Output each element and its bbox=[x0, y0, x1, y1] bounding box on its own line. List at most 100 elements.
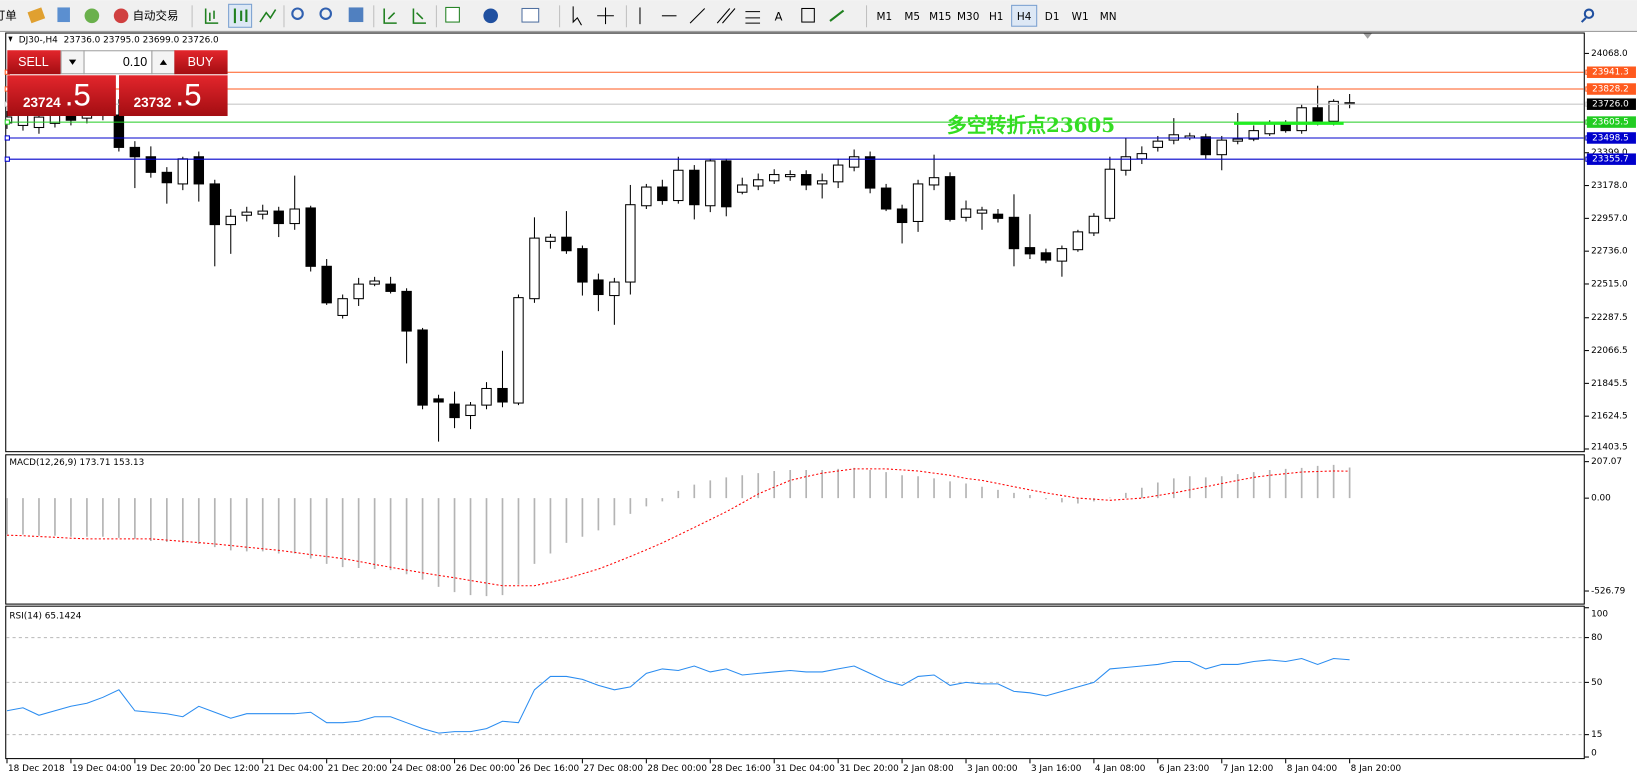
level-label: 23828.2 bbox=[1592, 85, 1629, 95]
candle-body bbox=[896, 208, 908, 224]
candle-body bbox=[928, 177, 940, 186]
trade-panel: SELL 0.10 BUY 23724 .5 23732 .5 bbox=[7, 50, 228, 117]
buy-button[interactable] bbox=[174, 50, 228, 75]
timeframe-button[interactable]: M5 bbox=[904, 11, 920, 23]
icon-indicators[interactable] bbox=[445, 6, 460, 23]
timeframe-button[interactable]: M30 bbox=[957, 11, 979, 23]
x-tick-label: 21 Dec 20:00 bbox=[328, 764, 388, 774]
x-tick-label: 19 Dec 20:00 bbox=[136, 764, 196, 774]
toolbar bbox=[0, 0, 1637, 32]
icon-templates[interactable] bbox=[521, 7, 540, 23]
candle-body bbox=[225, 215, 236, 226]
y-tick-label: 207.07 bbox=[1591, 457, 1622, 467]
rsi-title: RSI(14) 65.1424 bbox=[9, 612, 81, 622]
candle-body bbox=[353, 283, 364, 300]
x-tick-label: 31 Dec 20:00 bbox=[839, 764, 899, 774]
candle-body bbox=[561, 236, 572, 252]
timeframe-button[interactable]: MN bbox=[1100, 11, 1117, 23]
candle-body bbox=[1024, 247, 1036, 255]
icon-crosshair[interactable] bbox=[597, 7, 614, 25]
ask-main[interactable]: 23732 bbox=[134, 95, 172, 110]
candle-body bbox=[1232, 138, 1243, 142]
bid-main[interactable]: 23724 bbox=[23, 95, 61, 110]
menu-orders[interactable]: 订单 bbox=[0, 8, 17, 22]
timeframe-button[interactable]: W1 bbox=[1072, 11, 1089, 23]
timeframe-button[interactable]: H1 bbox=[989, 11, 1004, 23]
icon-zoom-out[interactable] bbox=[319, 7, 332, 20]
candle-body bbox=[337, 298, 348, 316]
candle-body bbox=[545, 236, 556, 242]
icon-shift[interactable] bbox=[383, 8, 397, 24]
level-marker bbox=[4, 119, 10, 125]
icon[interactable] bbox=[113, 8, 129, 24]
y-tick-label: 24068.0 bbox=[1591, 49, 1628, 59]
candle-body bbox=[369, 280, 380, 285]
level-label-box bbox=[1586, 66, 1636, 78]
candle-body bbox=[273, 210, 284, 225]
candle-body bbox=[433, 398, 444, 403]
candle-body bbox=[513, 297, 524, 404]
icon-search[interactable] bbox=[1583, 8, 1595, 19]
candle-body bbox=[657, 186, 668, 202]
level-label: 23355.7 bbox=[1592, 155, 1629, 165]
candle-body bbox=[289, 208, 300, 225]
ask-frac[interactable]: .5 bbox=[175, 78, 201, 113]
rsi-panel-frame bbox=[5, 605, 1585, 760]
chart-ohlc: 23736.0 23795.0 23699.0 23726.0 bbox=[64, 35, 219, 45]
level-label: 23726.0 bbox=[1592, 100, 1629, 110]
icon[interactable] bbox=[84, 8, 100, 24]
buy-price-box[interactable] bbox=[119, 75, 228, 117]
y-tick-label: 100 bbox=[1591, 610, 1608, 620]
x-tick-label: 18 Dec 2018 bbox=[8, 764, 65, 774]
timeframe-button[interactable]: M1 bbox=[876, 11, 892, 23]
candle-body bbox=[880, 187, 892, 210]
icon-arrows[interactable] bbox=[829, 9, 845, 22]
timeframe-button[interactable]: M15 bbox=[929, 11, 951, 23]
bid-frac[interactable]: .5 bbox=[65, 78, 91, 113]
chart-menu-marker bbox=[8, 36, 13, 42]
x-tick-label: 8 Jan 04:00 bbox=[1287, 764, 1338, 774]
x-tick-label: 2 Jan 08:00 bbox=[903, 764, 954, 774]
level-label-box bbox=[1586, 83, 1636, 95]
icon-zoom-in[interactable] bbox=[291, 7, 304, 20]
lot-value[interactable]: 0.10 bbox=[123, 55, 147, 69]
icon-bars[interactable] bbox=[204, 8, 219, 24]
timeframe-button[interactable]: D1 bbox=[1045, 11, 1060, 23]
icon-cursor[interactable] bbox=[572, 6, 582, 26]
candle-body bbox=[1200, 136, 1211, 156]
icon-fibo[interactable] bbox=[745, 11, 761, 24]
text-tool[interactable]: A bbox=[775, 9, 783, 23]
icon-trendline[interactable] bbox=[689, 8, 706, 24]
level-label-box bbox=[1586, 116, 1636, 128]
sell-label[interactable]: SELL bbox=[18, 55, 49, 69]
icon[interactable] bbox=[57, 7, 70, 23]
timeframe-active[interactable] bbox=[1011, 4, 1038, 27]
timeframe-button[interactable]: H4 bbox=[1017, 11, 1032, 23]
candle-body bbox=[1040, 252, 1052, 261]
icon-line[interactable] bbox=[259, 9, 277, 23]
candle-body bbox=[193, 156, 205, 185]
x-tick-label: 4 Jan 08:00 bbox=[1095, 764, 1146, 774]
x-tick-label: 8 Jan 20:00 bbox=[1351, 764, 1402, 774]
candle-body bbox=[241, 211, 252, 216]
candle-body bbox=[641, 186, 652, 207]
icon-autoscroll[interactable] bbox=[412, 8, 426, 24]
icon-periods[interactable] bbox=[483, 8, 498, 24]
icon-label[interactable] bbox=[801, 7, 815, 23]
buy-label[interactable]: BUY bbox=[188, 55, 214, 69]
candle-body bbox=[481, 387, 492, 406]
icon[interactable] bbox=[27, 7, 46, 24]
autotrade-button[interactable]: 自动交易 bbox=[133, 8, 179, 22]
main-plot bbox=[6, 71, 1584, 442]
icon-candles[interactable] bbox=[233, 8, 248, 24]
x-tick-label: 26 Dec 00:00 bbox=[456, 764, 516, 774]
candle-body bbox=[385, 283, 396, 292]
icon-tile[interactable] bbox=[348, 7, 364, 23]
toolbar-icons bbox=[27, 3, 1595, 28]
sell-price-box[interactable] bbox=[7, 75, 116, 117]
icon-channel[interactable] bbox=[716, 8, 736, 24]
sell-button[interactable] bbox=[7, 50, 61, 75]
level-label-box bbox=[1586, 153, 1636, 165]
x-tick-label: 28 Dec 16:00 bbox=[711, 764, 771, 774]
